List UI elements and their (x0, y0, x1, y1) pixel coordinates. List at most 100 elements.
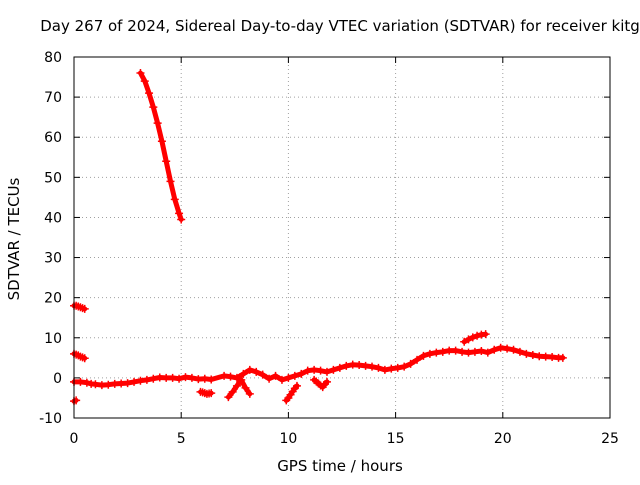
series-arc-18 (70, 301, 89, 313)
data-point (145, 89, 154, 98)
y-tick-label: 60 (44, 130, 62, 146)
data-point (224, 393, 233, 402)
x-tick-label: 5 (177, 431, 186, 447)
data-point (104, 380, 113, 389)
data-point (393, 363, 402, 372)
data-point (558, 353, 567, 362)
data-point (130, 377, 139, 386)
data-point (228, 387, 237, 396)
data-point (76, 377, 85, 386)
data-point (175, 374, 184, 383)
data-point (406, 359, 415, 368)
data-point (473, 331, 482, 340)
data-point (374, 363, 383, 372)
data-point (322, 367, 331, 376)
grid-layer (74, 57, 610, 418)
data-point (432, 348, 441, 357)
data-point (458, 347, 467, 356)
data-point (265, 374, 274, 383)
data-point (290, 371, 299, 380)
data-point (342, 361, 351, 370)
data-point (528, 351, 537, 360)
data-point (177, 215, 186, 224)
tick-layer: 0 5 10 15 20 25 -10 0 10 20 30 40 50 60 70 80 (39, 50, 619, 447)
data-point (271, 371, 280, 380)
y-tick-label: 20 (44, 291, 62, 307)
data-point (207, 389, 216, 398)
data-point (207, 375, 216, 384)
x-tick-label: 25 (601, 431, 619, 447)
y-tick-label: -10 (39, 411, 62, 427)
data-point (241, 383, 250, 392)
plot-frame (73, 56, 611, 419)
data-point (232, 381, 241, 390)
chart-title: Day 267 of 2024, Sidereal Day-to-day VTE… (40, 17, 640, 35)
data-point (522, 349, 531, 358)
series-arc-dip-11 (310, 375, 331, 392)
data-point (481, 330, 490, 339)
x-tick-label: 10 (279, 431, 297, 447)
data-point (181, 373, 190, 382)
data-point (329, 365, 338, 374)
y-tick-label: 80 (44, 50, 62, 66)
series-arc-dip-6 (196, 387, 216, 398)
x-axis-title: GPS time / hours (277, 457, 403, 475)
data-point (149, 374, 158, 383)
x-tick-label: 0 (70, 431, 79, 447)
data-point (168, 373, 177, 382)
data-point (80, 304, 89, 313)
data-point (175, 209, 184, 218)
y-axis-title: SDTVAR / TECUs (5, 177, 23, 300)
data-point (140, 77, 149, 86)
data-point (252, 367, 261, 376)
data-point (419, 351, 428, 360)
data-point (187, 373, 196, 382)
x-tick-label: 15 (387, 431, 405, 447)
data-point (82, 378, 91, 387)
data-point (239, 369, 248, 378)
y-tick-label: 10 (44, 331, 62, 347)
data-point (503, 344, 512, 353)
data-point (310, 365, 319, 374)
data-point (136, 69, 145, 78)
data-point (157, 137, 166, 146)
data-point (413, 355, 422, 364)
data-point (245, 365, 254, 374)
data-point (123, 379, 132, 388)
data-point (509, 345, 518, 354)
data-point (451, 346, 460, 355)
data-point (149, 103, 158, 112)
series-arc-upper-19 (460, 330, 490, 346)
data-point (460, 337, 469, 346)
data-point (322, 377, 331, 386)
y-tick-label: 30 (44, 251, 62, 267)
data-point (292, 381, 301, 390)
data-point (166, 177, 175, 186)
data-point (425, 349, 434, 358)
data-point (80, 354, 89, 363)
data-point (464, 348, 473, 357)
data-point (355, 361, 364, 370)
y-tick-label: 70 (44, 90, 62, 106)
data-point (91, 380, 100, 389)
data-point (464, 335, 473, 344)
series-main-band (70, 343, 567, 390)
data-point (72, 396, 81, 405)
data-point (400, 362, 409, 371)
data-point (245, 389, 254, 398)
data-point (316, 366, 325, 375)
data-point (438, 347, 447, 356)
y-tick-label: 40 (44, 210, 62, 226)
data-point (490, 345, 499, 354)
data-point (303, 366, 312, 375)
data-point (232, 373, 241, 382)
data-point (162, 157, 171, 166)
data-point (335, 363, 344, 372)
data-point (380, 365, 389, 374)
data-point (548, 353, 557, 362)
data-point (361, 361, 370, 370)
data-point (258, 370, 267, 379)
